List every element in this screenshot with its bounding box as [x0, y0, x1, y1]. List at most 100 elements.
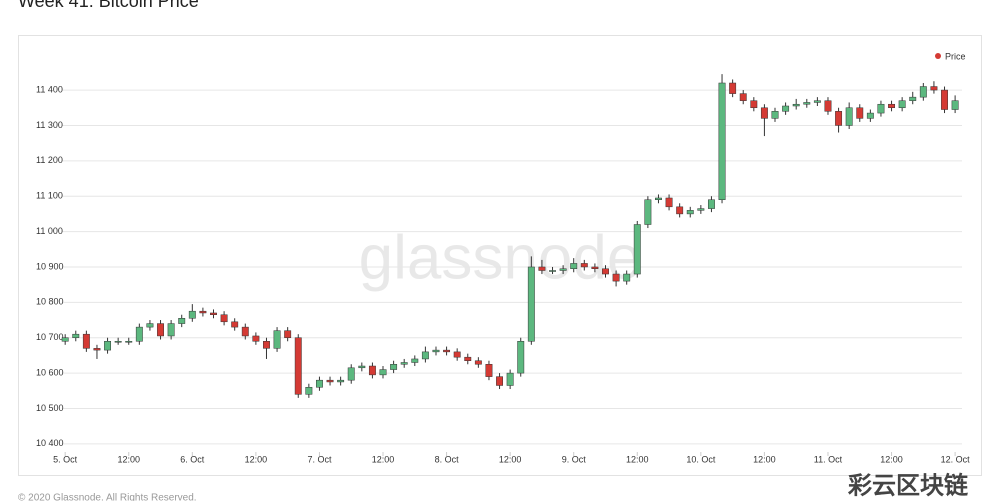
candle-body [157, 323, 164, 337]
candle-body [580, 263, 588, 268]
x-tick-label: 6. Oct [180, 454, 205, 464]
candle-body [707, 199, 715, 209]
y-tick-label: 11 200 [36, 155, 63, 165]
candle-body [474, 360, 482, 365]
legend-label: Price [945, 51, 966, 61]
candle-body [644, 199, 652, 225]
candle-body [421, 351, 429, 360]
candle-body [909, 96, 917, 101]
candle-body [82, 333, 90, 349]
x-tick-label: 10. Oct [686, 454, 716, 464]
y-tick-label: 11 400 [36, 84, 63, 94]
x-tick-label: 12:00 [245, 454, 268, 464]
candle-body [888, 103, 895, 109]
candle-body [941, 89, 948, 110]
candle-body [506, 372, 514, 386]
candle-body [835, 111, 843, 126]
candle-body [718, 82, 726, 200]
candle-body [655, 197, 662, 200]
legend-marker [935, 53, 941, 59]
candle-body [125, 341, 133, 343]
candle-body [72, 333, 80, 338]
candle-body [443, 349, 451, 353]
candle-body [877, 103, 885, 114]
watermark: glassnode [359, 223, 642, 292]
candle-body [411, 358, 419, 363]
plot-area: 10 400 10 500 10 600 10 700 10 800 10 900 11 0… [36, 51, 970, 464]
candle-body [315, 379, 323, 388]
x-tick-label: 12. Oct [941, 454, 971, 464]
candle-body [199, 310, 207, 314]
candle-body [665, 197, 673, 208]
x-tick-label: 5. Oct [53, 454, 78, 464]
candle-body [527, 266, 535, 342]
candle-body [919, 86, 927, 98]
candle-body [697, 208, 705, 211]
candle-body [686, 210, 694, 215]
candle-body [824, 100, 832, 112]
candle-body [61, 337, 69, 342]
overlay-text: 彩云区块链 [847, 471, 969, 499]
candle-body [782, 105, 790, 112]
candle-body [559, 268, 567, 271]
candle-body [241, 326, 249, 337]
candle-body [284, 330, 292, 338]
y-tick-label: 11 300 [36, 120, 63, 130]
candle-body [464, 356, 472, 361]
candle-body [612, 273, 620, 282]
candle-body [496, 376, 504, 386]
candle-body [167, 323, 175, 337]
chart-frame [18, 35, 982, 476]
candle-body [368, 365, 376, 376]
x-tick-label: 12:00 [117, 454, 140, 464]
candle-body [930, 86, 938, 91]
x-tick-label: 12:00 [372, 454, 395, 464]
candle-body [845, 107, 853, 126]
candle-body [633, 224, 641, 275]
candle-body [729, 82, 737, 94]
candle-body [866, 112, 874, 119]
candle-body [220, 314, 228, 323]
candle-body [538, 266, 546, 271]
footer: © 2020 Glassnode. All Rights Reserved. [18, 493, 197, 501]
candle-body [739, 93, 747, 101]
y-tick-label: 10 600 [36, 367, 64, 377]
x-tick-label: 11. Oct [814, 454, 843, 464]
x-tick-label: 12:00 [499, 454, 522, 464]
candle-body [305, 387, 313, 395]
x-tick-label: 7. Oct [307, 454, 332, 464]
candle-body [898, 100, 906, 109]
candle-body [485, 364, 493, 377]
candle-body [432, 349, 440, 353]
x-tick-label: 12:00 [626, 454, 649, 464]
candle-body [400, 362, 408, 365]
candle-body [549, 270, 556, 272]
x-tick-label: 8. Oct [435, 454, 460, 464]
candle-body [856, 107, 864, 119]
y-tick-label: 10 800 [36, 297, 64, 307]
candle-body [273, 330, 281, 349]
candle-body [390, 364, 398, 370]
candle-body [358, 365, 366, 369]
candle-body [951, 100, 959, 110]
chart-title: Week 41: Bitcoin Price [18, 0, 199, 11]
candle-body [263, 341, 270, 349]
candle-body [114, 341, 122, 343]
candle-body [602, 268, 609, 275]
candle-body [570, 263, 578, 269]
x-tick-label: 12:00 [753, 454, 776, 464]
y-tick-label: 10 900 [36, 261, 64, 271]
candle-body [93, 348, 101, 351]
candle-body [294, 337, 302, 395]
candle-body [750, 100, 758, 109]
x-tick-label: 9. Oct [562, 454, 587, 464]
candle-body [591, 266, 599, 269]
candle-body [803, 102, 811, 105]
candle-body [676, 206, 684, 215]
x-tick-label: 12:00 [880, 454, 903, 464]
candle-body [517, 341, 525, 374]
candle-body [347, 367, 355, 381]
candle-body [146, 323, 154, 328]
